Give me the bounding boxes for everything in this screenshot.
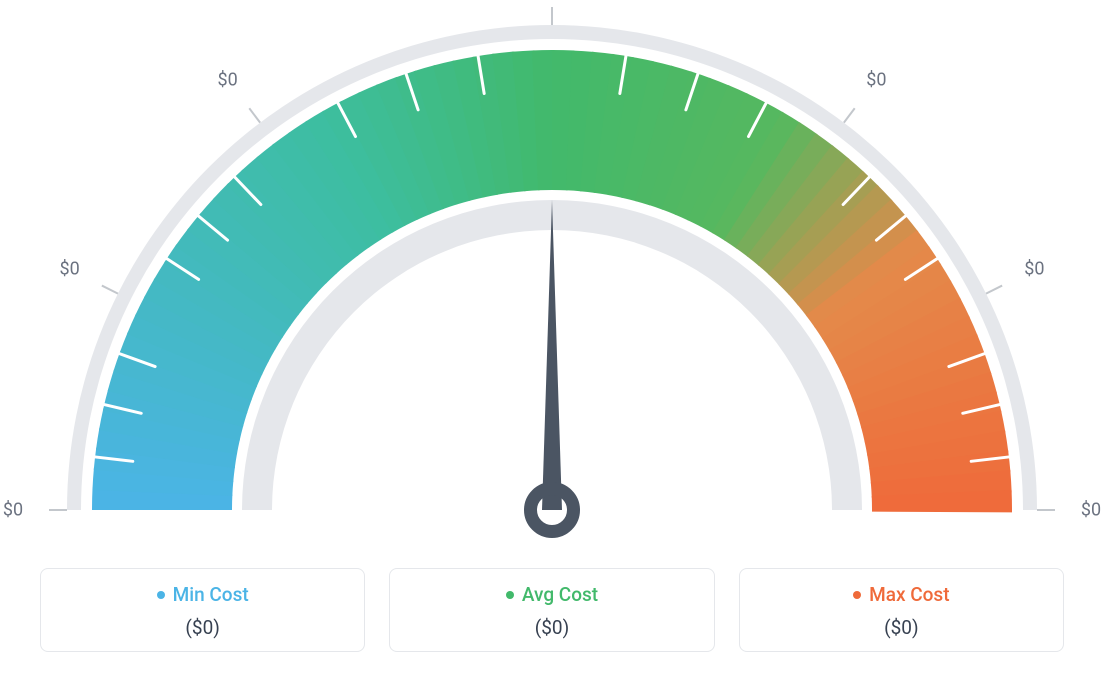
dot-icon bbox=[506, 591, 514, 599]
dot-icon bbox=[853, 591, 861, 599]
gauge-tick-label: $0 bbox=[60, 259, 80, 280]
legend-label: Max Cost bbox=[869, 583, 949, 606]
legend-label: Avg Cost bbox=[522, 583, 598, 606]
legend-value: ($0) bbox=[390, 616, 713, 639]
legend-row: Min Cost ($0) Avg Cost ($0) Max Cost ($0… bbox=[0, 568, 1104, 652]
legend-card-max: Max Cost ($0) bbox=[739, 568, 1064, 652]
dot-icon bbox=[157, 591, 165, 599]
gauge-tick-label: $0 bbox=[1081, 500, 1101, 521]
gauge-tick-label: $0 bbox=[217, 69, 237, 90]
legend-card-min: Min Cost ($0) bbox=[40, 568, 365, 652]
legend-card-avg: Avg Cost ($0) bbox=[389, 568, 714, 652]
gauge-svg bbox=[0, 0, 1104, 560]
legend-title-avg: Avg Cost bbox=[506, 583, 598, 606]
legend-value: ($0) bbox=[41, 616, 364, 639]
gauge-tick-label: $0 bbox=[1024, 259, 1044, 280]
legend-label: Min Cost bbox=[173, 583, 249, 606]
gauge-tick-label: $0 bbox=[866, 69, 886, 90]
gauge-tick-label: $0 bbox=[3, 500, 23, 521]
legend-title-max: Max Cost bbox=[853, 583, 949, 606]
gauge-chart: $0$0$0$0$0$0$0 bbox=[0, 0, 1104, 560]
legend-value: ($0) bbox=[740, 616, 1063, 639]
legend-title-min: Min Cost bbox=[157, 583, 249, 606]
